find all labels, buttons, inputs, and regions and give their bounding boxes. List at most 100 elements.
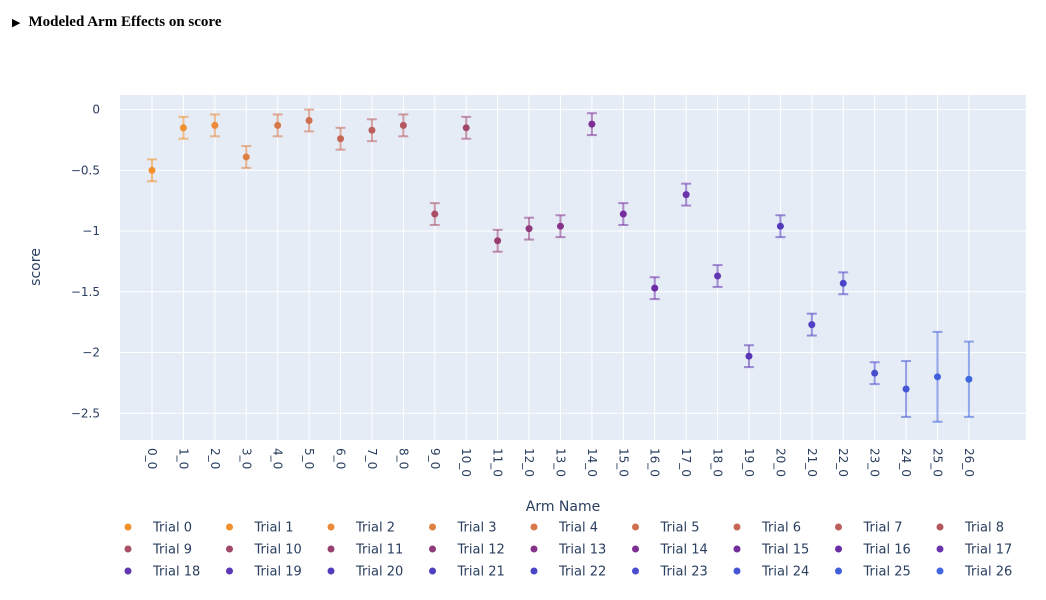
data-point	[745, 352, 753, 360]
legend-item[interactable]: Trial 18	[124, 565, 201, 580]
legend-marker	[124, 545, 132, 553]
plot-area	[120, 95, 1026, 440]
legend-item[interactable]: Trial 0	[124, 521, 192, 536]
legend-marker	[936, 545, 944, 553]
legend-item[interactable]: Trial 5	[632, 521, 699, 536]
series-trial-20	[775, 214, 786, 239]
x-tick-label: 15_0	[616, 448, 630, 477]
legend-marker	[632, 567, 639, 575]
series-trial-17	[681, 182, 692, 207]
legend-label: Trial 18	[152, 565, 200, 580]
legend-item[interactable]: Trial 8	[936, 521, 1004, 536]
x-axis-title: Arm Name	[526, 499, 600, 515]
legend-item[interactable]: Trial 20	[327, 565, 404, 580]
legend-marker	[733, 545, 741, 553]
legend-item[interactable]: Trial 13	[530, 543, 607, 558]
legend-item[interactable]: Trial 26	[936, 565, 1013, 580]
legend-item[interactable]: Trial 16	[835, 543, 911, 558]
section-header[interactable]: ▶ Modeled Arm Effects on score	[12, 14, 221, 31]
data-point	[682, 191, 690, 199]
data-points	[147, 108, 974, 423]
legend-label: Trial 10	[254, 543, 302, 558]
series-trial-4	[272, 113, 283, 138]
x-tick-label: 18_0	[711, 448, 725, 477]
x-tick-label: 7_0	[365, 448, 379, 469]
series-trial-11	[492, 228, 503, 253]
x-tick-label: 20_0	[773, 448, 787, 477]
data-point	[965, 375, 973, 383]
y-axis-title: score	[28, 248, 44, 286]
x-tick-label: 14_0	[585, 448, 599, 477]
data-point	[431, 210, 439, 218]
legend-item[interactable]: Trial 23	[632, 565, 708, 580]
data-point	[274, 121, 282, 129]
legend-item[interactable]: Trial 10	[226, 543, 302, 558]
legend-marker	[733, 567, 741, 575]
legend-item[interactable]: Trial 6	[733, 521, 801, 536]
legend-marker	[327, 523, 335, 531]
legend-item[interactable]: Trial 11	[327, 543, 404, 558]
x-tick-label: 2_0	[208, 448, 222, 469]
legend-label: Trial 13	[558, 543, 606, 558]
legend-marker	[429, 567, 436, 575]
data-point	[588, 120, 596, 128]
x-tick-label: 12_0	[522, 448, 536, 477]
x-tick-label: 6_0	[334, 448, 348, 469]
legend-item[interactable]: Trial 4	[530, 521, 598, 536]
legend-item[interactable]: Trial 21	[429, 565, 505, 580]
series-trial-25	[932, 330, 943, 423]
series-trial-13	[555, 214, 566, 239]
series-trial-22	[838, 271, 849, 296]
legend-item[interactable]: Trial 25	[835, 565, 911, 580]
data-point	[714, 272, 722, 280]
x-tick-label: 9_0	[428, 448, 442, 469]
data-point	[368, 126, 376, 134]
data-point	[148, 166, 156, 174]
legend-label: Trial 12	[457, 543, 505, 558]
legend-item[interactable]: Trial 17	[936, 543, 1013, 558]
legend-item[interactable]: Trial 7	[835, 521, 902, 536]
legend-label: Trial 3	[457, 521, 497, 536]
series-trial-16	[649, 276, 660, 301]
legend-item[interactable]: Trial 14	[632, 543, 708, 558]
legend-item[interactable]: Trial 3	[429, 521, 496, 536]
y-tick-label: −1	[82, 224, 100, 238]
x-axis-ticks: 0_0 1_0 2_0 3_0 4_0 5_0 6_0 7_0 8_0 9_0 10_0 11_0 12…	[145, 448, 976, 477]
series-trial-10	[461, 115, 472, 140]
x-tick-label: 26_0	[962, 448, 976, 477]
legend-label: Trial 26	[964, 565, 1012, 580]
legend-label: Trial 15	[761, 543, 809, 558]
series-trial-9	[429, 202, 440, 226]
data-point	[337, 135, 345, 143]
legend-label: Trial 0	[152, 521, 192, 536]
legend-item[interactable]: Trial 15	[733, 543, 810, 558]
legend-item[interactable]: Trial 9	[124, 543, 192, 558]
legend-item[interactable]: Trial 1	[226, 521, 293, 536]
x-tick-label: 21_0	[805, 448, 819, 477]
triangle-right-icon[interactable]: ▶	[12, 17, 21, 29]
legend-label: Trial 11	[355, 543, 403, 558]
legend-item[interactable]: Trial 2	[327, 521, 395, 536]
x-tick-label: 11_0	[491, 448, 505, 477]
series-trial-12	[524, 216, 535, 241]
data-point	[776, 222, 784, 230]
legend-item[interactable]: Trial 22	[530, 565, 607, 580]
data-point	[525, 225, 533, 233]
legend-label: Trial 5	[660, 521, 700, 536]
series-trial-23	[869, 361, 880, 386]
legend-item[interactable]: Trial 19	[226, 565, 302, 580]
data-point	[242, 153, 250, 161]
legend-item[interactable]: Trial 24	[733, 565, 810, 580]
data-point	[556, 222, 564, 230]
legend-label: Trial 6	[761, 521, 801, 536]
data-point	[399, 121, 407, 129]
legend-label: Trial 14	[660, 543, 708, 558]
series-trial-15	[618, 202, 629, 226]
x-tick-label: 24_0	[899, 448, 913, 477]
legend-item[interactable]: Trial 12	[429, 543, 505, 558]
legend-marker	[632, 523, 639, 531]
x-tick-label: 25_0	[931, 448, 945, 477]
legend-marker	[936, 523, 944, 531]
legend-marker	[530, 545, 538, 553]
legend-label: Trial 20	[355, 565, 403, 580]
